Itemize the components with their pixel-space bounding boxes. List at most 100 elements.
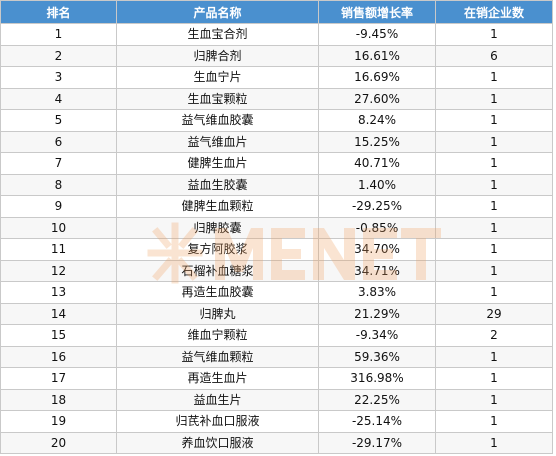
company-count-cell: 6 [435,44,553,67]
product-name-cell: 益气维血片 [116,130,319,153]
rank-cell: 8 [0,173,117,196]
company-count-cell: 1 [435,259,553,282]
product-name-cell: 健脾生血片 [116,152,319,175]
company-count-cell: 1 [435,23,553,46]
product-name-cell: 归脾丸 [116,302,319,325]
product-name-cell: 养血饮口服液 [116,431,319,454]
company-count-cell: 1 [435,66,553,89]
sales-growth-cell: 8.24% [318,109,436,132]
rank-cell: 16 [0,345,117,368]
company-count-cell: 1 [435,173,553,196]
table-row: 13 再造生血胶囊 3.83% 1 [0,281,553,304]
company-count-cell: 1 [435,238,553,261]
sales-growth-cell: 15.25% [318,130,436,153]
table-row: 15 维血宁颗粒 -9.34% 2 [0,324,553,347]
table-body: 1 生血宝合剂 -9.45% 1 2 归脾合剂 16.61% 6 3 生血宁片 16.69% 1 4 生血… [0,23,553,454]
company-count-cell: 1 [435,109,553,132]
sales-growth-cell: 16.61% [318,44,436,67]
rank-cell: 17 [0,367,117,390]
rank-cell: 20 [0,431,117,454]
table-row: 3 生血宁片 16.69% 1 [0,66,553,89]
sales-growth-cell: -9.45% [318,23,436,46]
rank-cell: 10 [0,216,117,239]
sales-growth-cell: 3.83% [318,281,436,304]
sales-growth-cell: -25.14% [318,410,436,433]
table-row: 8 益血生胶囊 1.40% 1 [0,173,553,196]
product-name-cell: 生血宝合剂 [116,23,319,46]
table-row: 1 生血宝合剂 -9.45% 1 [0,23,553,46]
company-count-cell: 1 [435,152,553,175]
sales-growth-cell: 34.70% [318,238,436,261]
rank-cell: 1 [0,23,117,46]
rank-cell: 13 [0,281,117,304]
table-row: 16 益气维血颗粒 59.36% 1 [0,345,553,368]
sales-growth-cell: 1.40% [318,173,436,196]
rank-cell: 9 [0,195,117,218]
rank-cell: 3 [0,66,117,89]
company-count-cell: 1 [435,130,553,153]
table-row: 9 健脾生血颗粒 -29.25% 1 [0,195,553,218]
sales-growth-cell: -29.17% [318,431,436,454]
rank-cell: 11 [0,238,117,261]
product-name-cell: 益气维血胶囊 [116,109,319,132]
product-name-cell: 再造生血胶囊 [116,281,319,304]
product-name-cell: 生血宁片 [116,66,319,89]
company-count-cell: 1 [435,388,553,411]
table-row: 14 归脾丸 21.29% 29 [0,302,553,325]
rank-cell: 7 [0,152,117,175]
product-name-cell: 健脾生血颗粒 [116,195,319,218]
table-row: 2 归脾合剂 16.61% 6 [0,44,553,67]
company-count-cell: 1 [435,410,553,433]
product-name-cell: 维血宁颗粒 [116,324,319,347]
sales-growth-cell: 22.25% [318,388,436,411]
product-name-cell: 益气维血颗粒 [116,345,319,368]
rank-cell: 19 [0,410,117,433]
sales-growth-cell: -0.85% [318,216,436,239]
product-name-cell: 再造生血片 [116,367,319,390]
sales-growth-cell: 21.29% [318,302,436,325]
company-count-cell: 29 [435,302,553,325]
rank-cell: 12 [0,259,117,282]
table-row: 10 归脾胶囊 -0.85% 1 [0,216,553,239]
table-row: 20 养血饮口服液 -29.17% 1 [0,431,553,454]
sales-growth-cell: 59.36% [318,345,436,368]
product-name-cell: 复方阿胶浆 [116,238,319,261]
sales-growth-cell: -9.34% [318,324,436,347]
product-name-cell: 石榴补血糖浆 [116,259,319,282]
rank-cell: 2 [0,44,117,67]
rank-cell: 14 [0,302,117,325]
table-row: 12 石榴补血糖浆 34.71% 1 [0,259,553,282]
product-name-cell: 归芪补血口服液 [116,410,319,433]
sales-growth-cell: 316.98% [318,367,436,390]
company-count-cell: 1 [435,367,553,390]
sales-growth-cell: -29.25% [318,195,436,218]
column-header-product-name: 产品名称 [116,0,319,24]
table-row: 19 归芪补血口服液 -25.14% 1 [0,410,553,433]
company-count-cell: 1 [435,281,553,304]
table-row: 18 益血生片 22.25% 1 [0,388,553,411]
sales-growth-cell: 16.69% [318,66,436,89]
column-header-sales-growth: 销售额增长率 [318,0,436,24]
product-name-cell: 归脾合剂 [116,44,319,67]
company-count-cell: 1 [435,431,553,454]
company-count-cell: 1 [435,195,553,218]
rank-cell: 15 [0,324,117,347]
sales-growth-cell: 34.71% [318,259,436,282]
column-header-company-count: 在销企业数 [435,0,553,24]
rank-cell: 18 [0,388,117,411]
product-name-cell: 益血生胶囊 [116,173,319,196]
table-row: 6 益气维血片 15.25% 1 [0,130,553,153]
product-name-cell: 生血宝颗粒 [116,87,319,110]
rank-cell: 6 [0,130,117,153]
table-row: 7 健脾生血片 40.71% 1 [0,152,553,175]
company-count-cell: 1 [435,345,553,368]
product-name-cell: 益血生片 [116,388,319,411]
table-row: 11 复方阿胶浆 34.70% 1 [0,238,553,261]
sales-growth-cell: 27.60% [318,87,436,110]
company-count-cell: 1 [435,87,553,110]
sales-growth-cell: 40.71% [318,152,436,175]
table-row: 17 再造生血片 316.98% 1 [0,367,553,390]
company-count-cell: 2 [435,324,553,347]
